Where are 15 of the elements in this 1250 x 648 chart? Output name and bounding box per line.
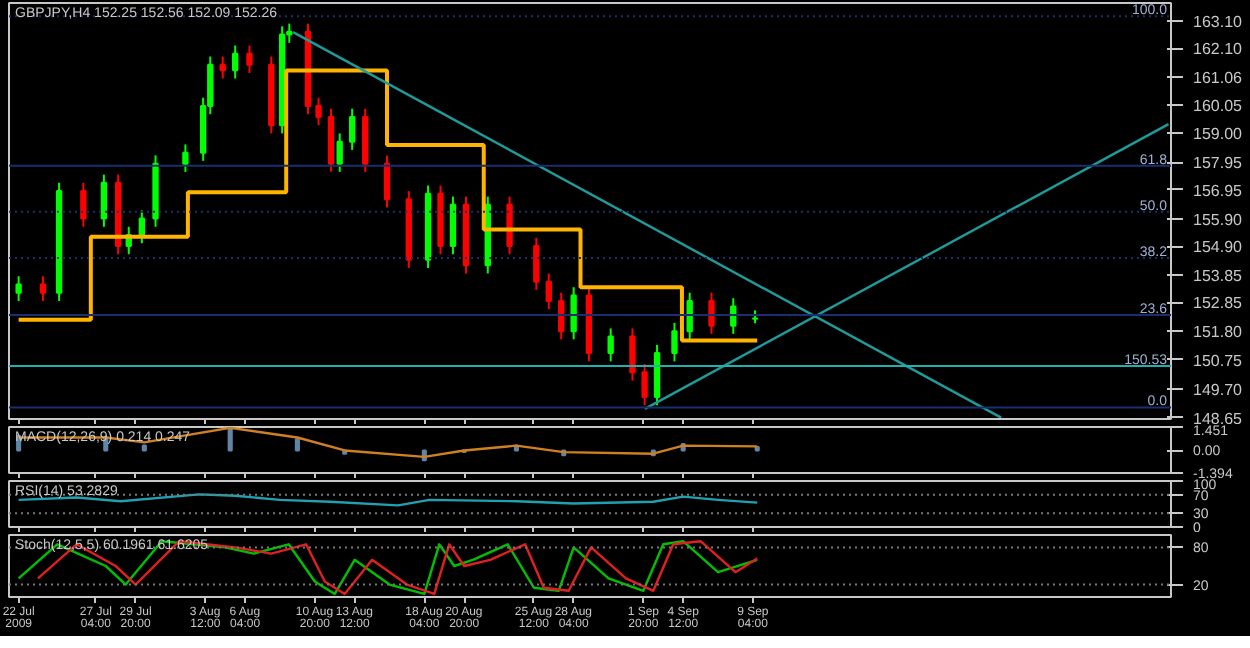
y-tick-label: 148.65 [1193,409,1244,428]
y-tick-label: 156.95 [1193,181,1244,200]
y-tick-label: 153.85 [1193,266,1244,285]
y-tick-label: 149.70 [1193,380,1244,399]
y-tick-label: 161.06 [1193,68,1244,87]
y-tick-label: 150.75 [1193,351,1244,370]
y-tick-label: 155.90 [1193,210,1244,229]
y-tick-label: 152.85 [1193,294,1244,313]
y-tick-label: 154.90 [1193,238,1244,257]
y-tick-label: 162.10 [1193,40,1244,59]
y-tick-label: 151.80 [1193,323,1244,342]
y-tick-label: 157.95 [1193,154,1244,173]
y-tick-label: 159.00 [1193,125,1244,144]
y-tick-label: 160.05 [1193,96,1244,115]
y-tick-label: 163.10 [1193,12,1244,31]
